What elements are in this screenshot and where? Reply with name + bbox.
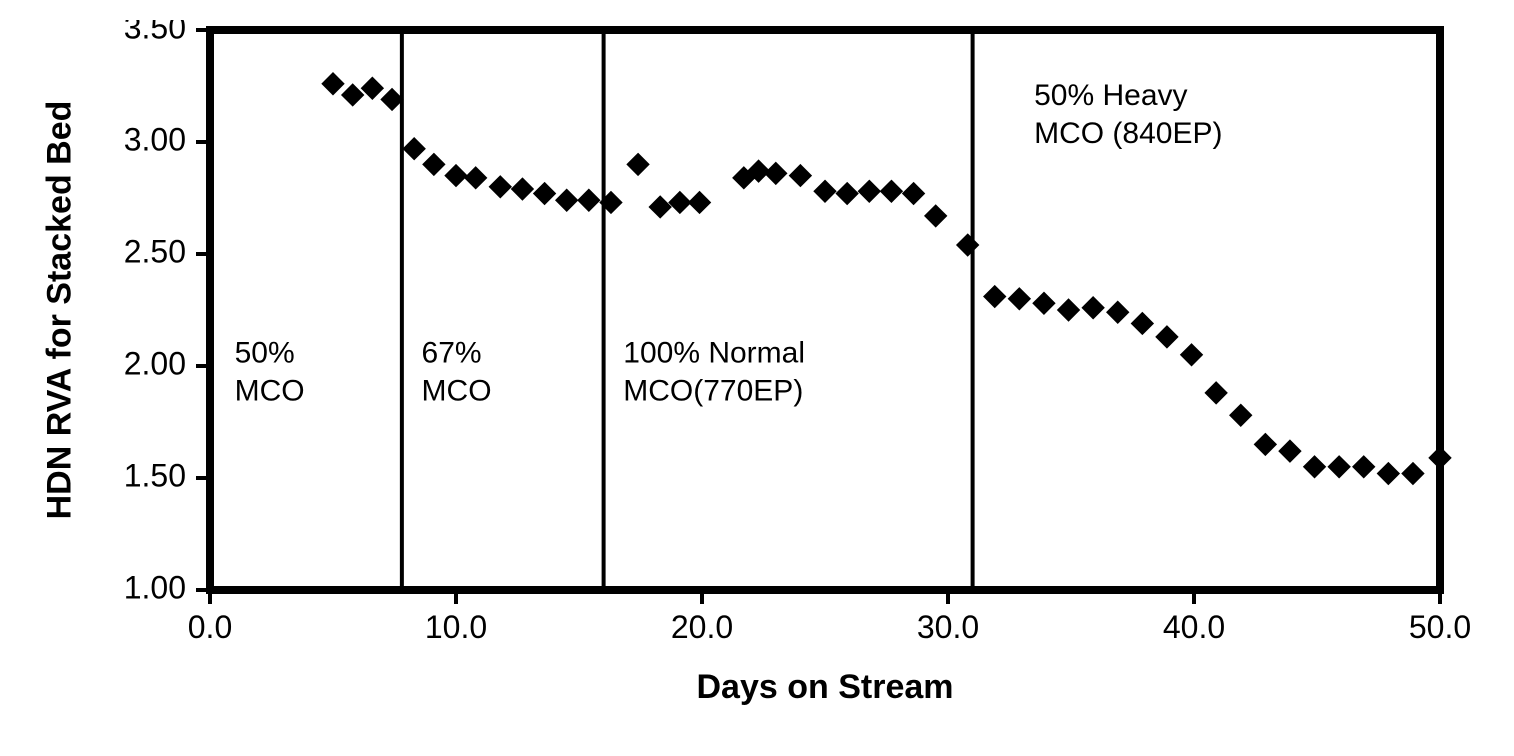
y-tick-label: 2.50 [124, 233, 186, 269]
x-axis-title: Days on Stream [697, 668, 954, 707]
region-label-line: MCO (840EP) [1034, 117, 1222, 150]
x-tick-label: 0.0 [188, 609, 232, 645]
y-tick-label: 3.50 [124, 20, 186, 45]
region-label-line: 50% [235, 337, 295, 370]
region-label-line: MCO [422, 375, 492, 408]
x-tick-label: 10.0 [425, 609, 487, 645]
region-label-line: 100% Normal [623, 337, 805, 370]
scatter-chart: 1.00 1.50 2.00 2.50 3.00 3.50 0.0 10.0 20.0 30.0 4… [40, 20, 1474, 736]
y-tick-label: 3.00 [124, 121, 186, 157]
y-tick-label: 1.00 [124, 569, 186, 605]
y-tick-label: 2.00 [124, 345, 186, 381]
region-label-line: MCO [235, 375, 305, 408]
region-label-line: 67% [422, 337, 482, 370]
region-label-line: MCO(770EP) [623, 375, 803, 408]
x-tick-label: 20.0 [671, 609, 733, 645]
y-axis-title: HDN RVA for Stacked Bed [41, 101, 80, 520]
region-label-line: 50% Heavy [1034, 79, 1187, 112]
y-tick-label: 1.50 [124, 457, 186, 493]
chart-container: 1.00 1.50 2.00 2.50 3.00 3.50 0.0 10.0 20.0 30.0 4… [40, 20, 1474, 736]
x-tick-label: 30.0 [917, 609, 979, 645]
plot-area [210, 30, 1440, 590]
x-tick-label: 40.0 [1163, 609, 1225, 645]
x-tick-label: 50.0 [1409, 609, 1471, 645]
